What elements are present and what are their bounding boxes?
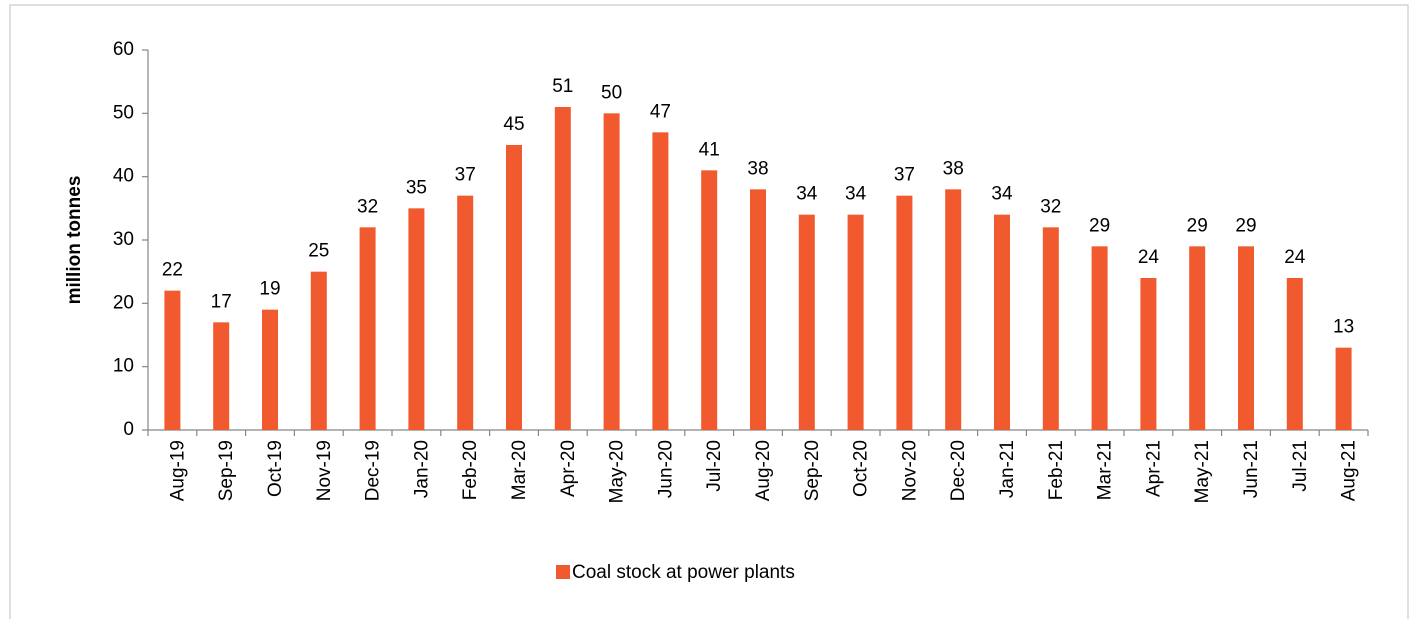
bar bbox=[603, 113, 620, 430]
x-tick-label: Mar-20 bbox=[509, 440, 530, 500]
legend-swatch bbox=[556, 565, 570, 579]
x-tick-label: Apr-20 bbox=[558, 440, 579, 497]
x-tick-label: May-21 bbox=[1192, 440, 1213, 503]
x-tick-label: Nov-20 bbox=[899, 440, 920, 501]
value-label: 29 bbox=[1089, 215, 1110, 236]
x-tick-label: Sep-20 bbox=[802, 440, 823, 501]
x-tick-label: Jul-21 bbox=[1290, 440, 1311, 492]
x-tick-label: Dec-20 bbox=[948, 440, 969, 501]
x-tick-label: Feb-20 bbox=[460, 440, 481, 500]
y-tick-label: 50 bbox=[113, 102, 134, 123]
bar bbox=[359, 227, 376, 430]
x-tick-label: Mar-21 bbox=[1095, 440, 1116, 500]
bar bbox=[994, 214, 1010, 430]
x-tick-label: Feb-21 bbox=[1046, 440, 1067, 500]
value-label: 38 bbox=[747, 158, 768, 179]
value-label: 22 bbox=[162, 260, 183, 281]
bar bbox=[1042, 227, 1059, 430]
value-label: 24 bbox=[1284, 247, 1306, 268]
x-tick-label: Aug-19 bbox=[167, 440, 188, 501]
bar bbox=[164, 290, 181, 430]
bar bbox=[896, 195, 913, 430]
x-tick-label: Aug-21 bbox=[1339, 440, 1360, 501]
value-label: 34 bbox=[991, 184, 1013, 205]
value-label: 32 bbox=[1040, 196, 1061, 217]
value-label: 19 bbox=[259, 279, 280, 300]
value-label: 13 bbox=[1333, 317, 1354, 338]
chart-frame bbox=[9, 4, 1409, 619]
value-label: 37 bbox=[455, 165, 476, 186]
y-axis-title: million tonnes bbox=[64, 176, 85, 305]
x-tick-label: Dec-19 bbox=[363, 440, 384, 501]
value-label: 35 bbox=[406, 177, 427, 198]
value-label: 47 bbox=[650, 101, 671, 122]
bar bbox=[1189, 246, 1206, 430]
bar bbox=[945, 189, 962, 430]
x-tick-label: May-20 bbox=[607, 440, 628, 503]
x-tick-label: Aug-20 bbox=[753, 440, 774, 501]
y-tick-label: 30 bbox=[113, 229, 134, 250]
value-label: 34 bbox=[845, 184, 867, 205]
x-tick-label: Oct-20 bbox=[851, 440, 872, 497]
bar bbox=[652, 132, 669, 431]
legend-label: Coal stock at power plants bbox=[572, 562, 795, 583]
value-label: 29 bbox=[1235, 215, 1256, 236]
bar bbox=[262, 309, 278, 430]
bar bbox=[1286, 278, 1303, 430]
value-label: 37 bbox=[894, 165, 915, 186]
bar bbox=[554, 107, 571, 430]
value-label: 51 bbox=[552, 76, 573, 97]
bar bbox=[506, 145, 522, 430]
value-label: 17 bbox=[211, 291, 232, 312]
x-tick-label: Jul-20 bbox=[704, 440, 725, 492]
y-tick-label: 10 bbox=[113, 356, 134, 377]
value-label: 34 bbox=[796, 184, 818, 205]
value-label: 29 bbox=[1187, 215, 1208, 236]
y-tick-label: 20 bbox=[113, 292, 134, 313]
x-tick-label: Apr-21 bbox=[1143, 440, 1164, 497]
x-tick-label: Jan-21 bbox=[997, 440, 1018, 498]
x-tick-label: Jun-20 bbox=[655, 440, 676, 498]
bar bbox=[457, 195, 474, 430]
bar bbox=[1335, 347, 1352, 430]
value-label: 32 bbox=[357, 196, 378, 217]
value-label: 45 bbox=[503, 114, 524, 135]
value-label: 25 bbox=[308, 241, 329, 262]
bar bbox=[310, 271, 327, 430]
x-tick-label: Oct-19 bbox=[265, 440, 286, 497]
value-label: 24 bbox=[1138, 247, 1160, 268]
bar bbox=[798, 214, 815, 430]
value-label: 50 bbox=[601, 82, 622, 103]
x-tick-label: Nov-19 bbox=[314, 440, 335, 501]
bar bbox=[213, 322, 230, 430]
value-label: 41 bbox=[699, 139, 720, 160]
y-tick-label: 60 bbox=[113, 39, 134, 60]
x-tick-label: Jun-21 bbox=[1241, 440, 1262, 498]
x-tick-label: Jan-20 bbox=[411, 440, 432, 498]
bar bbox=[750, 189, 766, 430]
bar bbox=[1238, 246, 1254, 430]
y-tick-label: 40 bbox=[113, 166, 134, 187]
bar bbox=[1140, 278, 1157, 430]
y-tick-label: 0 bbox=[123, 419, 134, 440]
bar bbox=[701, 170, 718, 431]
x-tick-label: Sep-19 bbox=[216, 440, 237, 501]
bar bbox=[408, 208, 425, 430]
value-label: 38 bbox=[943, 158, 964, 179]
bar bbox=[1091, 246, 1108, 430]
bar bbox=[847, 214, 864, 430]
